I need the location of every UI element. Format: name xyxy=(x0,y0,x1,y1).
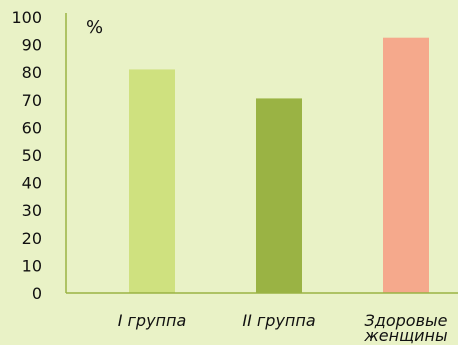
bar-3 xyxy=(383,37,429,294)
y-tick-label: 10 xyxy=(22,256,42,275)
x-category-label: II группа xyxy=(242,311,315,330)
y-tick-label: 0 xyxy=(32,284,42,303)
y-tick-label: 100 xyxy=(11,8,42,27)
bar-1 xyxy=(129,69,175,293)
y-tick-label: 40 xyxy=(22,174,42,193)
x-category-label-line: II группа xyxy=(242,311,315,330)
x-category-label-line: женщины xyxy=(363,326,447,345)
x-category-label: Здоровые женщины xyxy=(363,311,447,345)
y-tick-label: 90 xyxy=(22,36,42,55)
bar-2 xyxy=(256,98,302,293)
y-tick-label: 20 xyxy=(22,229,42,248)
y-tick-label: 70 xyxy=(22,91,42,110)
y-axis-unit-label: % xyxy=(86,17,103,38)
y-tick-label: 60 xyxy=(22,118,42,137)
y-tick-label: 80 xyxy=(22,63,42,82)
x-category-label-line: Здоровые xyxy=(365,311,448,330)
y-tick-label: 30 xyxy=(22,201,42,220)
y-tick-label: 50 xyxy=(22,146,42,165)
x-category-label: I группа xyxy=(118,311,187,330)
x-category-label-line: I группа xyxy=(118,311,187,330)
